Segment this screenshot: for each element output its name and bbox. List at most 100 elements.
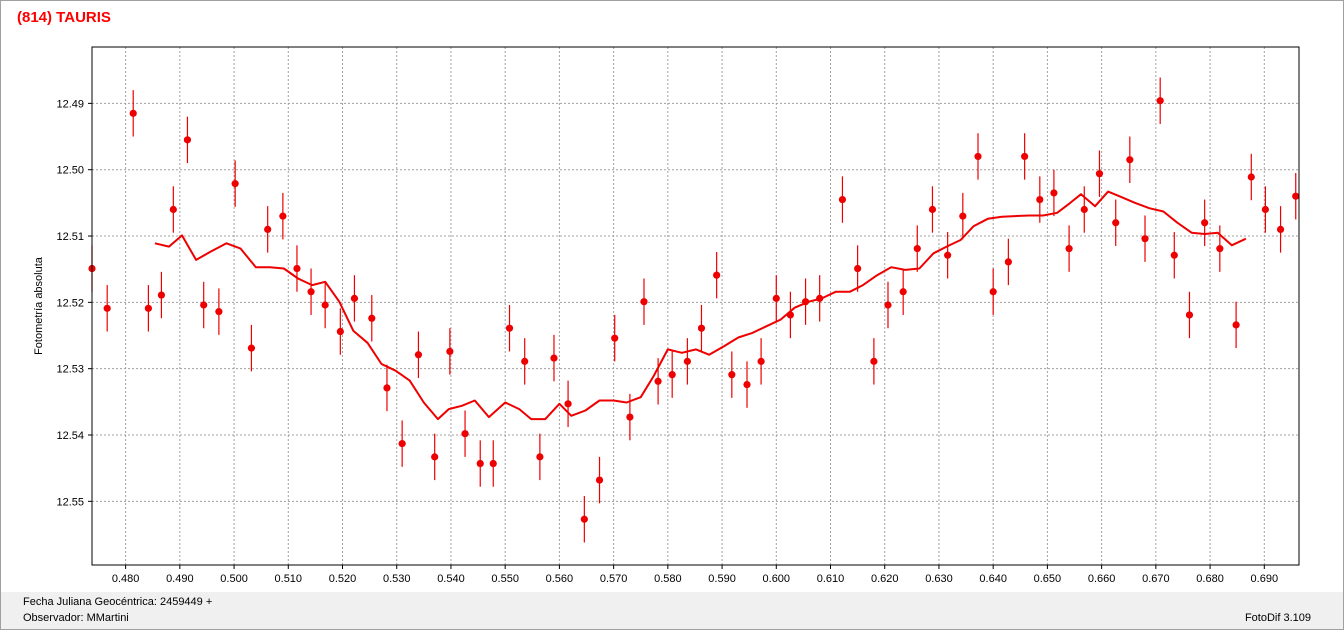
data-point xyxy=(489,459,497,468)
plot-border xyxy=(91,46,1300,566)
data-point xyxy=(215,308,223,316)
data-point xyxy=(264,225,272,233)
data-point xyxy=(1201,219,1209,227)
data-point xyxy=(1170,251,1178,259)
data-point xyxy=(772,294,780,302)
data-point xyxy=(505,324,514,332)
smoothed-curve-group xyxy=(154,190,1247,421)
y-tick-label: 12.54 xyxy=(56,430,84,442)
x-tick-label: 0.560 xyxy=(546,573,574,585)
data-point xyxy=(1112,219,1120,227)
data-point xyxy=(1036,195,1044,204)
data-point xyxy=(550,354,558,362)
julian-date-label: Fecha Juliana Geocéntrica: 2459449 + xyxy=(23,596,213,608)
data-point xyxy=(928,205,937,214)
data-point xyxy=(1126,156,1134,164)
data-point xyxy=(431,453,439,461)
y-axis-title: Fotometría absoluta xyxy=(33,256,45,355)
x-tick-label: 0.690 xyxy=(1251,573,1279,585)
x-tick-label: 0.540 xyxy=(437,573,465,585)
data-point xyxy=(368,314,376,322)
chart-title: (814) TAURIS xyxy=(17,9,111,26)
observer-label: Observador: MMartini xyxy=(23,612,129,624)
y-tick-labels: 12.49 12.50 12.51 12.52 12.53 12.54 12.55 xyxy=(56,98,84,508)
x-tick-label: 0.480 xyxy=(112,573,140,585)
x-tick-labels: 0.480 0.490 0.500 0.510 0.520 0.530 0.540 0.550… xyxy=(112,573,1278,585)
x-tick-label: 0.620 xyxy=(871,573,899,585)
grid xyxy=(88,47,1299,569)
data-point xyxy=(854,264,862,273)
data-point xyxy=(870,357,878,365)
data-point xyxy=(959,212,967,220)
y-tick-label: 12.50 xyxy=(56,165,84,177)
x-tick-label: 0.590 xyxy=(708,573,736,585)
data-point xyxy=(1065,245,1073,253)
data-point xyxy=(786,311,794,319)
software-version: FotoDif 3.109 xyxy=(1244,612,1311,624)
data-point xyxy=(200,301,208,309)
data-point xyxy=(654,377,662,385)
data-point xyxy=(129,109,137,117)
data-point xyxy=(757,357,765,365)
data-point xyxy=(536,453,544,461)
data-point xyxy=(816,294,824,302)
data-point xyxy=(350,294,359,302)
x-tick-label: 0.600 xyxy=(763,573,791,585)
smoothed-curve xyxy=(154,190,1247,421)
y-tick-label: 12.55 xyxy=(56,496,84,508)
data-point xyxy=(1247,173,1255,181)
data-point xyxy=(801,298,810,306)
data-point xyxy=(884,301,892,309)
data-point xyxy=(838,195,847,204)
x-tick-label: 0.670 xyxy=(1142,573,1170,585)
data-point xyxy=(944,251,952,259)
x-tick-label: 0.550 xyxy=(491,573,519,585)
data-point xyxy=(1080,205,1088,214)
data-point xyxy=(293,264,301,273)
y-tick-label: 12.52 xyxy=(56,297,84,309)
data-point xyxy=(247,344,256,352)
data-point xyxy=(231,180,239,188)
data-point xyxy=(1276,225,1285,233)
x-tick-label: 0.510 xyxy=(275,573,303,585)
x-tick-label: 0.680 xyxy=(1196,573,1224,585)
data-point xyxy=(683,357,691,365)
lightcurve-chart: 0.480 0.490 0.500 0.510 0.520 0.530 0.540 0.550… xyxy=(33,46,1300,585)
data-point xyxy=(1141,235,1149,243)
x-tick-label: 0.490 xyxy=(166,573,194,585)
data-point xyxy=(626,413,634,421)
data-point xyxy=(743,380,751,389)
data-point xyxy=(1050,189,1058,197)
x-tick-label: 0.570 xyxy=(600,573,628,585)
data-point xyxy=(103,304,111,312)
x-tick-label: 0.610 xyxy=(817,573,845,585)
data-point xyxy=(383,384,391,392)
data-point xyxy=(1232,321,1240,329)
data-point xyxy=(1292,192,1300,200)
data-point xyxy=(307,288,315,296)
x-tick-label: 0.630 xyxy=(925,573,953,585)
data-point xyxy=(1004,258,1012,266)
observation-points xyxy=(88,97,1300,523)
data-point xyxy=(595,476,604,484)
data-point xyxy=(697,324,706,332)
data-point xyxy=(899,288,907,296)
data-point xyxy=(564,400,572,408)
data-point xyxy=(1095,170,1104,178)
data-point xyxy=(521,357,529,365)
data-point xyxy=(169,205,177,214)
data-point xyxy=(476,459,484,468)
y-tick-label: 12.51 xyxy=(56,231,84,243)
x-tick-label: 0.530 xyxy=(383,573,411,585)
data-point xyxy=(336,327,344,336)
data-point xyxy=(1156,97,1164,105)
x-tick-label: 0.520 xyxy=(329,573,357,585)
data-point xyxy=(989,288,997,296)
data-point xyxy=(183,136,192,144)
data-point xyxy=(398,440,406,448)
data-point xyxy=(668,371,676,379)
data-point xyxy=(321,301,329,309)
data-point xyxy=(913,245,921,253)
data-point xyxy=(713,271,721,279)
data-point xyxy=(157,291,166,299)
